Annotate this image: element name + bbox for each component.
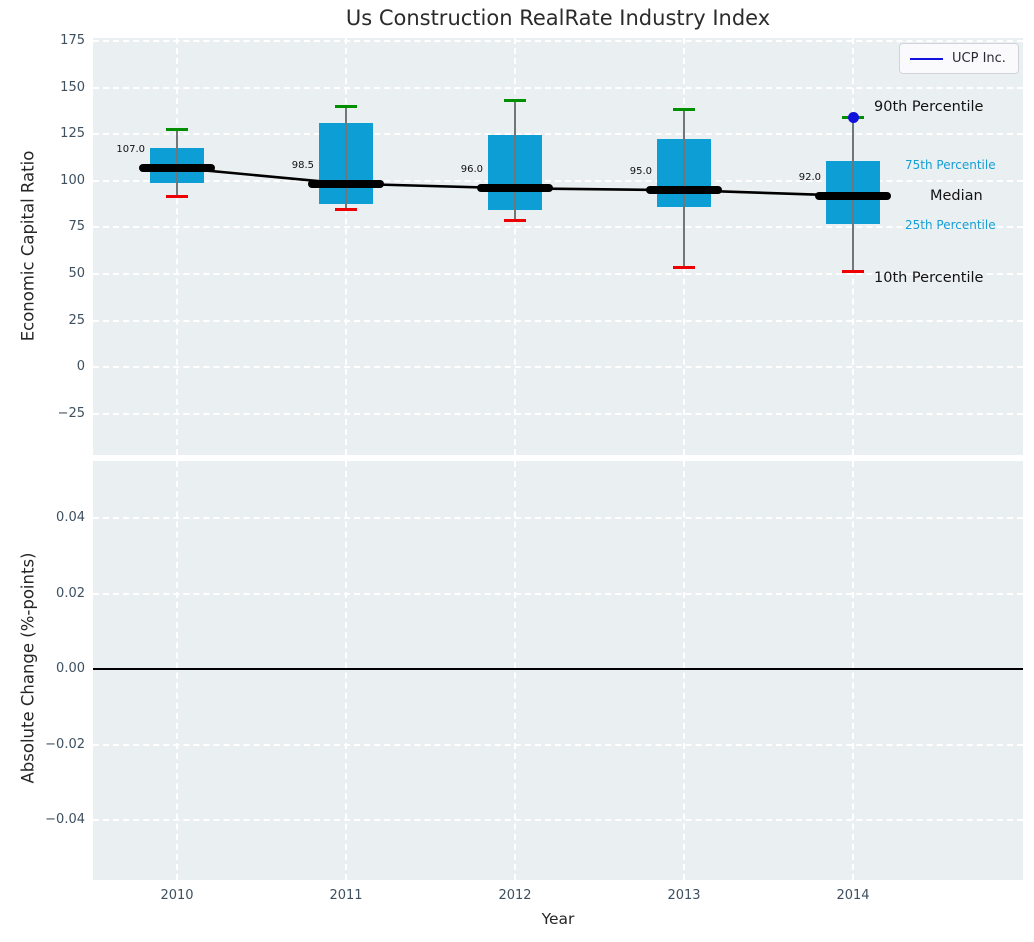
y-tick-0.04: 0.04 <box>0 509 85 527</box>
median-value-label-2011: 98.5 <box>244 159 314 172</box>
x-tick-2012: 2012 <box>473 888 557 903</box>
legend-label: UCP Inc. <box>952 51 1006 66</box>
gridline-v-2010 <box>176 461 178 880</box>
median-value-label-2014: 92.0 <box>751 171 821 184</box>
gridline-h-−0.04 <box>93 819 1023 821</box>
annotation-10th-percentile: 10th Percentile <box>874 270 983 286</box>
annotation-90th-percentile: 90th Percentile <box>874 99 983 115</box>
median-value-label-2013: 95.0 <box>582 165 652 178</box>
zero-line <box>93 668 1023 670</box>
top-plot-area: 107.098.596.095.092.090th Percentile75th… <box>93 38 1023 455</box>
gridline-h-0.02 <box>93 593 1023 595</box>
gridline-v-2011 <box>345 461 347 880</box>
y-tick-−0.02: −0.02 <box>0 736 85 754</box>
median-value-label-2010: 107.0 <box>75 143 145 156</box>
x-tick-2013: 2013 <box>642 888 726 903</box>
legend-line-icon <box>910 58 943 60</box>
gridline-v-2013 <box>683 461 685 880</box>
median-dash-2014 <box>815 192 891 200</box>
x-tick-2011: 2011 <box>304 888 388 903</box>
y-tick-0.02: 0.02 <box>0 585 85 603</box>
y-tick-0: 0 <box>0 358 85 376</box>
gridline-h-0.04 <box>93 517 1023 519</box>
y-tick-175: 175 <box>0 32 85 50</box>
y-tick-75: 75 <box>0 218 85 236</box>
gridline-v-2014 <box>852 461 854 880</box>
median-dash-2013 <box>646 186 722 194</box>
annotation-median: Median <box>930 188 983 204</box>
median-dash-2012 <box>477 184 553 192</box>
gridline-h-−0.02 <box>93 744 1023 746</box>
x-tick-2010: 2010 <box>135 888 219 903</box>
annotation-75th-percentile: 75th Percentile <box>905 157 996 173</box>
y-tick-50: 50 <box>0 265 85 283</box>
figure: Us Construction RealRate Industry Index … <box>0 0 1034 942</box>
median-dash-2011 <box>308 180 384 188</box>
bottom-plot-area <box>93 461 1023 880</box>
y-tick-125: 125 <box>0 125 85 143</box>
chart-title: Us Construction RealRate Industry Index <box>93 6 1023 30</box>
p90-highlight-dot <box>848 112 859 123</box>
y-tick-25: 25 <box>0 312 85 330</box>
y-tick-−0.04: −0.04 <box>0 811 85 829</box>
x-tick-2014: 2014 <box>811 888 895 903</box>
annotation-25th-percentile: 25th Percentile <box>905 217 996 233</box>
gridline-v-2012 <box>514 461 516 880</box>
y-tick-−25: −25 <box>0 405 85 423</box>
legend: UCP Inc. <box>899 43 1019 74</box>
y-tick-150: 150 <box>0 79 85 97</box>
median-dash-2010 <box>139 164 215 172</box>
y-tick-0.00: 0.00 <box>0 660 85 678</box>
median-value-label-2012: 96.0 <box>413 163 483 176</box>
x-axis-label: Year <box>93 910 1023 928</box>
y-tick-100: 100 <box>0 172 85 190</box>
